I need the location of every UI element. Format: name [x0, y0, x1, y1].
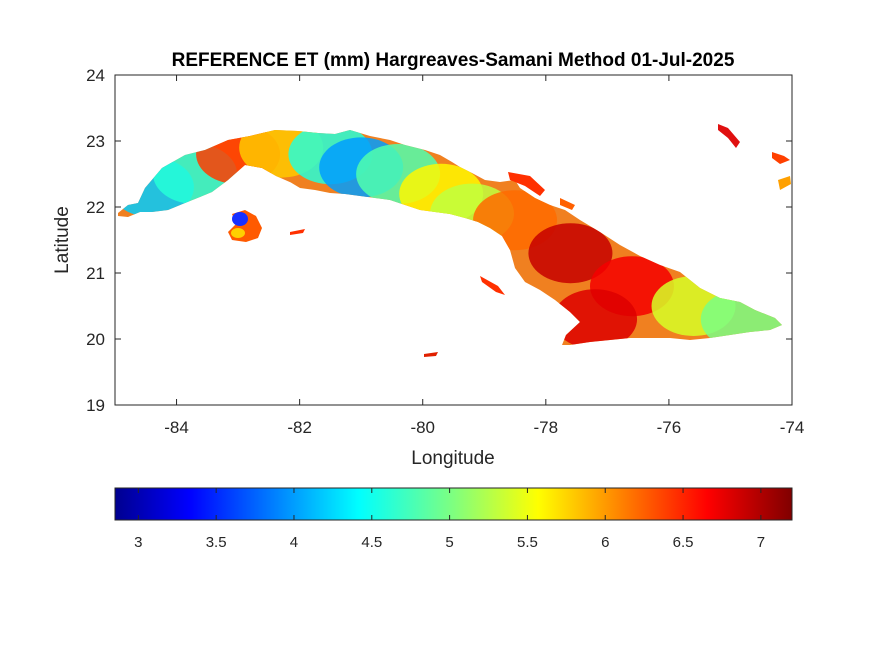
isla-juventud-mid-et [231, 228, 245, 238]
colorbar-tick-label: 6.5 [673, 534, 694, 551]
y-tick-label: 22 [86, 198, 105, 217]
y-tick-label: 19 [86, 396, 105, 415]
islet-6 [424, 352, 438, 357]
x-tick-label: -78 [534, 418, 559, 437]
x-tick-label: -82 [287, 418, 312, 437]
colorbar-tick-label: 4 [290, 534, 298, 551]
islet-7 [480, 276, 505, 295]
y-tick-label: 23 [86, 132, 105, 151]
chart-title: REFERENCE ET (mm) Hargreaves-Samani Meth… [172, 50, 735, 71]
y-tick-label: 20 [86, 330, 105, 349]
y-tick-label: 21 [86, 264, 105, 283]
colorbar-tick-label: 3.5 [206, 534, 227, 551]
colorbar-tick-label: 5.5 [517, 534, 538, 551]
isla-juventud-low-et [232, 212, 248, 226]
islet-5 [560, 198, 575, 210]
y-tick-label: 24 [86, 66, 105, 85]
plot-area [114, 74, 793, 406]
islet-4 [508, 172, 545, 196]
x-tick-label: -74 [780, 418, 805, 437]
x-axis: -84 -82 -80 -78 -76 -74 [164, 75, 804, 437]
colorbar-tick-label: 5 [445, 534, 453, 551]
x-tick-label: -84 [164, 418, 189, 437]
colorbar-ticks: 3 3.5 4 4.5 5 5.5 6 6.5 7 [134, 488, 765, 551]
islet-3 [778, 176, 791, 190]
y-axis: 19 20 21 22 23 24 [86, 66, 792, 415]
islet-2 [772, 152, 790, 164]
et-region-mark [553, 289, 638, 345]
et-region-mark [528, 223, 613, 284]
x-tick-label: -80 [410, 418, 435, 437]
colorbar-tick-label: 6 [601, 534, 609, 551]
x-tick-label: -76 [657, 418, 682, 437]
x-axis-label: Longitude [411, 448, 494, 469]
colorbar [114, 487, 793, 521]
colorbar-tick-label: 4.5 [361, 534, 382, 551]
islet-1 [718, 124, 740, 148]
islet-8 [290, 229, 305, 235]
y-axis-label: Latitude [52, 206, 73, 274]
colorbar-tick-label: 3 [134, 534, 142, 551]
colorbar-tick-label: 7 [757, 534, 765, 551]
